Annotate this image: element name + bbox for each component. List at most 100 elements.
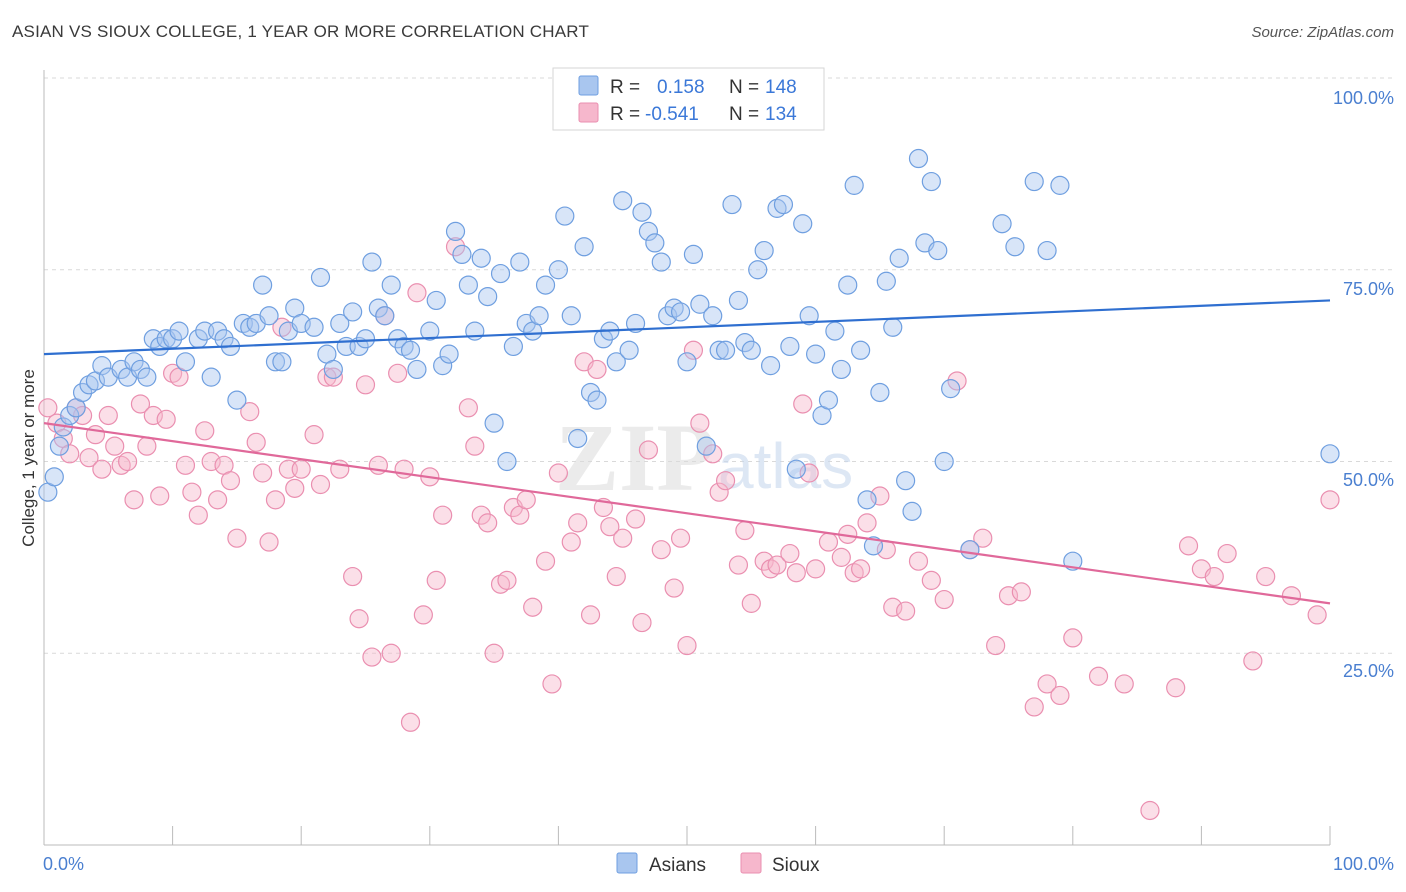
asians-point <box>902 501 922 521</box>
sioux-point <box>703 444 723 464</box>
sioux-point <box>246 432 266 452</box>
asians-point <box>715 340 736 360</box>
asians-points <box>38 148 1340 571</box>
asians-point <box>510 252 530 272</box>
sioux-point <box>38 398 58 418</box>
sioux-point <box>156 409 176 429</box>
sioux-point <box>323 367 343 387</box>
asians-point <box>677 352 697 372</box>
sioux-point <box>934 589 954 610</box>
asians-point <box>169 321 189 341</box>
sioux-point <box>947 371 967 391</box>
asians-point <box>793 214 813 234</box>
asians-point <box>838 275 858 295</box>
asians-point <box>908 148 929 169</box>
asians-point <box>722 194 742 215</box>
sioux-point <box>625 509 646 529</box>
asians-point <box>368 298 388 318</box>
sioux-point <box>79 448 99 468</box>
sioux-point <box>1166 678 1186 698</box>
sioux-point <box>715 471 736 491</box>
sioux-point <box>741 593 761 613</box>
asians-point <box>208 321 228 341</box>
asians-point <box>72 382 93 403</box>
asians-point <box>253 275 273 295</box>
asians-point <box>876 271 896 291</box>
sioux-point <box>400 712 421 732</box>
asians-point <box>265 352 286 372</box>
asians-point <box>439 344 459 364</box>
legend-asians-swatch <box>578 75 599 96</box>
asians-point <box>471 248 491 268</box>
asians-point <box>690 294 710 314</box>
sioux-point <box>150 486 170 506</box>
asians-point <box>857 490 877 510</box>
asians-point <box>343 302 363 322</box>
sioux-point <box>1320 490 1340 510</box>
sioux-point <box>632 612 652 633</box>
sioux-point <box>709 482 729 502</box>
asians-point <box>381 275 401 295</box>
sioux-point <box>1037 674 1057 694</box>
asians-point <box>683 244 704 265</box>
sioux-point <box>677 635 697 656</box>
asians-point <box>818 390 839 410</box>
asians-point <box>851 340 871 360</box>
sioux-point <box>60 444 80 464</box>
sioux-point <box>355 375 376 395</box>
asians-point <box>227 390 247 410</box>
sioux-point <box>484 643 504 663</box>
bottom-legend: Asians Sioux <box>616 852 820 876</box>
asians-point <box>619 340 639 360</box>
asians-point <box>92 356 112 376</box>
sioux-point <box>908 551 929 571</box>
asians-point <box>613 191 633 211</box>
bottom-legend-sioux-label: Sioux <box>772 855 820 876</box>
chart-title: ASIAN VS SIOUX COLLEGE, 1 YEAR OR MORE C… <box>12 22 590 41</box>
asians-point <box>407 359 427 380</box>
asians-point <box>503 336 523 357</box>
sioux-point <box>478 513 498 533</box>
asians-point <box>799 306 819 326</box>
legend-sioux-n-label: N = <box>729 104 759 125</box>
asians-point <box>433 356 453 376</box>
sioux-point <box>805 559 826 579</box>
sioux-point <box>1256 566 1276 587</box>
sioux-point <box>497 570 517 590</box>
sioux-point <box>683 340 704 360</box>
sioux-point <box>445 237 466 257</box>
sioux-point <box>208 490 228 510</box>
sioux-point <box>998 586 1019 606</box>
asians-point <box>60 405 80 426</box>
legend-asians-n-value: 148 <box>765 77 797 98</box>
asians-point <box>272 352 292 372</box>
asians-point <box>703 306 723 326</box>
asians-point <box>760 356 781 376</box>
asians-point <box>786 459 806 479</box>
asians-point <box>696 436 716 456</box>
asians-point <box>44 467 64 487</box>
sioux-point <box>175 455 196 475</box>
sioux-point <box>343 566 363 587</box>
asians-point <box>625 313 646 334</box>
asians-point <box>497 451 517 472</box>
sioux-point <box>831 547 851 567</box>
asians-point <box>1024 171 1044 192</box>
sioux-point <box>240 402 260 422</box>
sioux-point <box>92 459 112 479</box>
sioux-point <box>201 451 221 472</box>
asians-point <box>535 275 556 295</box>
asians-point <box>130 359 151 380</box>
asians-point <box>375 306 395 326</box>
asians-point <box>426 290 446 311</box>
asians-point <box>844 175 864 195</box>
asians-point <box>928 240 948 261</box>
asians-point <box>658 306 678 326</box>
sioux-point <box>613 528 633 548</box>
bottom-legend-asians-swatch <box>616 852 638 874</box>
sioux-point <box>304 425 324 445</box>
x-tick-label-100: 100.0% <box>1333 854 1394 874</box>
sioux-point <box>1307 605 1327 625</box>
asians-point <box>362 252 382 272</box>
asians-point <box>420 321 440 341</box>
